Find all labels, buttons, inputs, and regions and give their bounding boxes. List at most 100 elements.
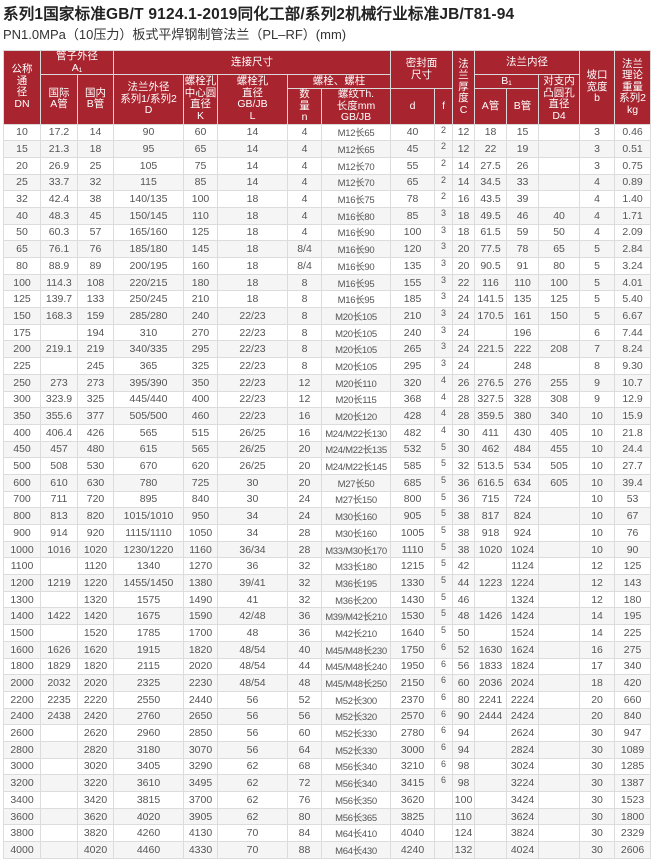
cell-b1-a: 61.5 [474,223,508,242]
cell-f: 3 [434,357,454,375]
cell-n: 48 [287,674,322,692]
cell-d4 [538,507,581,525]
cell-b: 1020 [77,540,114,559]
cell-k: 3495 [183,774,218,792]
cell-d: 1950 [390,657,436,676]
cell-dn: 1300 [3,590,41,609]
table-row: 400 406.4 426 565 515 26/25 16 M24/M22长130 482 4 3… [3,423,652,442]
cell-b: 5 [579,290,616,309]
cell-d4 [538,540,581,559]
cell-b: 3820 [77,824,114,843]
cell-l: 26/25 [217,440,288,459]
cell-d4: 308 [538,390,581,409]
cell-d4 [538,140,581,158]
cell-dn: 2800 [3,740,41,759]
cell-l: 14 [217,140,288,158]
cell-kg: 27.7 [614,457,652,475]
cell-d: 1675 [113,607,184,626]
cell-d: 3415 [390,774,436,792]
cell-k: 950 [183,507,218,525]
cell-b: 820 [77,507,114,525]
cell-d: 3815 [113,791,184,809]
cell-f: 5 [434,607,454,626]
cell-d4 [538,640,581,659]
header-bolt-qty: 数 量 n [287,88,322,125]
cell-th: M30长160 [320,507,392,525]
cell-l: 14 [217,156,288,175]
cell-c: 24 [452,307,476,325]
cell-k: 1490 [183,590,218,609]
cell-kg: 195 [614,607,652,626]
header-dn: 公称 通 径 DN [3,50,41,125]
table-row: 500 508 530 670 620 26/25 20 M24/M22长145 585 5 32 5… [3,457,652,475]
cell-d: 2550 [113,690,184,709]
cell-l: 22/23 [217,357,288,375]
cell-kg: 2606 [614,841,652,859]
cell-d4 [538,607,581,626]
cell-n: 4 [287,206,322,225]
cell-a: 114.3 [40,273,78,292]
cell-c: 44 [452,574,476,592]
cell-kg: 143 [614,574,652,592]
cell-b: 10 [579,457,616,475]
cell-c: 38 [452,540,476,559]
cell-k: 240 [183,307,218,325]
cell-th: M12长65 [320,140,392,158]
cell-c: 38 [452,524,476,542]
cell-a: 76.1 [40,240,78,258]
cell-d: 90 [113,123,184,142]
cell-c: 20 [452,240,476,258]
table-row: 125 139.7 133 250/245 210 18 8 M16长95 185 3 24 141.… [3,290,652,309]
cell-kg: 2329 [614,824,652,843]
cell-kg: 1.40 [614,190,652,208]
cell-dn: 3800 [3,824,41,843]
cell-b1-b: 135 [506,290,540,309]
cell-b1-a [474,791,508,809]
cell-d4 [538,173,581,192]
cell-l: 36/34 [217,540,288,559]
cell-a [40,557,78,576]
cell-th: M64长410 [320,824,392,843]
cell-b1-a: 1630 [474,640,508,659]
cell-n: 12 [287,390,322,409]
cell-f [434,791,454,809]
cell-d: 1215 [390,557,436,576]
cell-b1-b: 634 [506,473,540,492]
cell-c: 28 [452,390,476,409]
cell-d: 150/145 [113,206,184,225]
cell-kg: 1800 [614,807,652,826]
cell-a: 813 [40,507,78,525]
cell-d4 [538,657,581,676]
table-row: 1000 1016 1020 1230/1220 1160 36/34 28 M33/M30长… [3,540,652,559]
cell-b: 14 [77,123,114,142]
cell-l: 70 [217,841,288,859]
cell-n: 20 [287,457,322,475]
cell-k: 145 [183,240,218,258]
cell-b: 630 [77,473,114,492]
cell-f: 6 [434,774,454,792]
cell-f: 6 [434,757,454,776]
cell-n: 68 [287,757,322,776]
cell-n: 40 [287,640,322,659]
cell-k: 210 [183,290,218,309]
cell-d: 295 [390,357,436,375]
table-row: 1200 1219 1220 1455/1450 1380 39/41 32 M36长195 1… [3,574,652,592]
cell-a [40,357,78,375]
cell-l: 39/41 [217,574,288,592]
table-row: 1300 1320 1575 1490 41 32 M36长200 1430 5 46 1324 12… [3,590,652,609]
cell-b1-a: 411 [474,423,508,442]
cell-b1-b: 1124 [506,557,540,576]
cell-f: 2 [434,156,454,175]
cell-f: 4 [434,407,454,425]
cell-kg: 340 [614,657,652,676]
cell-b1-b: 1024 [506,540,540,559]
cell-b1-b: 1524 [506,624,540,642]
cell-b1-b: 824 [506,507,540,525]
cell-dn: 20 [3,156,41,175]
cell-dn: 50 [3,223,41,242]
cell-d: 4260 [113,824,184,843]
table-row: 50 60.3 57 165/160 125 18 4 M16长90 100 3 18 61.5 59 5… [3,223,652,242]
cell-k: 620 [183,457,218,475]
cell-a [40,824,78,843]
cell-b: 2420 [77,707,114,726]
